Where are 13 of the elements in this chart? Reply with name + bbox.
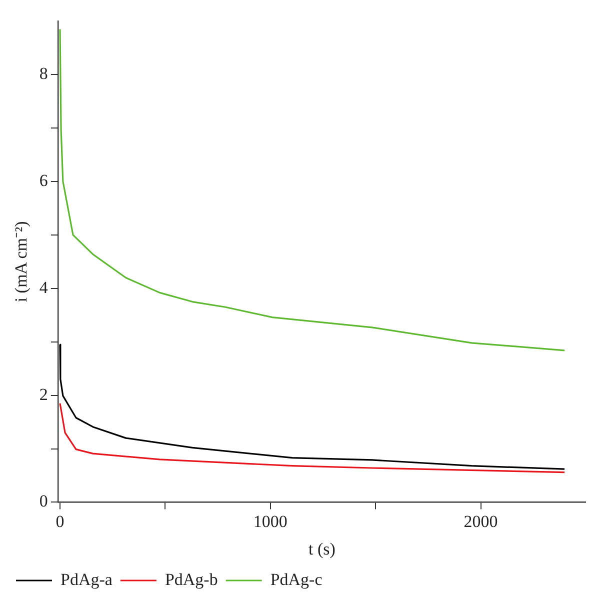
y-tick-label: 4 <box>39 278 48 297</box>
x-tick-label: 1000 <box>253 512 288 531</box>
y-tick-label: 6 <box>39 171 48 190</box>
legend-label: PdAg-a <box>60 570 113 589</box>
x-axis-title: t (s) <box>308 539 336 558</box>
legend-label: PdAg-b <box>164 570 218 589</box>
y-tick-label: 0 <box>39 492 48 511</box>
y-tick-label: 2 <box>39 384 48 404</box>
x-tick-label: 0 <box>56 512 64 531</box>
legend-label: PdAg-c <box>270 570 323 589</box>
y-tick-label: 8 <box>39 64 48 84</box>
y-axis-title: i (mA cm⁻²) <box>12 221 31 302</box>
x-tick-label: 2000 <box>464 512 498 531</box>
